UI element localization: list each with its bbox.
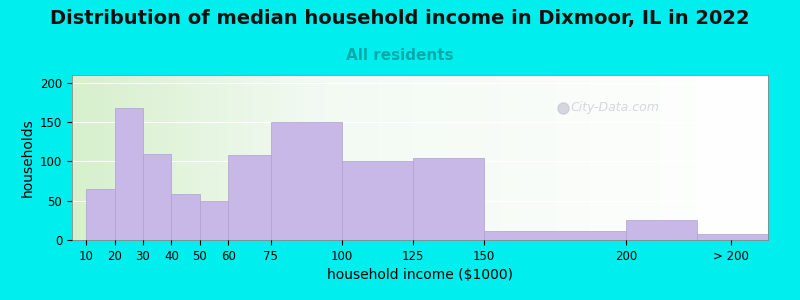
Bar xyxy=(86,189,114,240)
Bar xyxy=(114,108,143,240)
Bar xyxy=(626,220,697,240)
Text: All residents: All residents xyxy=(346,48,454,63)
Bar xyxy=(228,155,271,240)
Bar xyxy=(200,201,228,240)
X-axis label: household income ($1000): household income ($1000) xyxy=(327,268,513,282)
Y-axis label: households: households xyxy=(21,118,34,197)
Bar xyxy=(271,122,342,240)
Text: Distribution of median household income in Dixmoor, IL in 2022: Distribution of median household income … xyxy=(50,9,750,28)
Bar xyxy=(171,194,200,240)
Text: City-Data.com: City-Data.com xyxy=(570,101,659,115)
Bar xyxy=(342,160,413,240)
Bar xyxy=(143,154,171,240)
Bar xyxy=(697,234,768,240)
Bar xyxy=(484,231,626,240)
Bar xyxy=(413,158,484,240)
